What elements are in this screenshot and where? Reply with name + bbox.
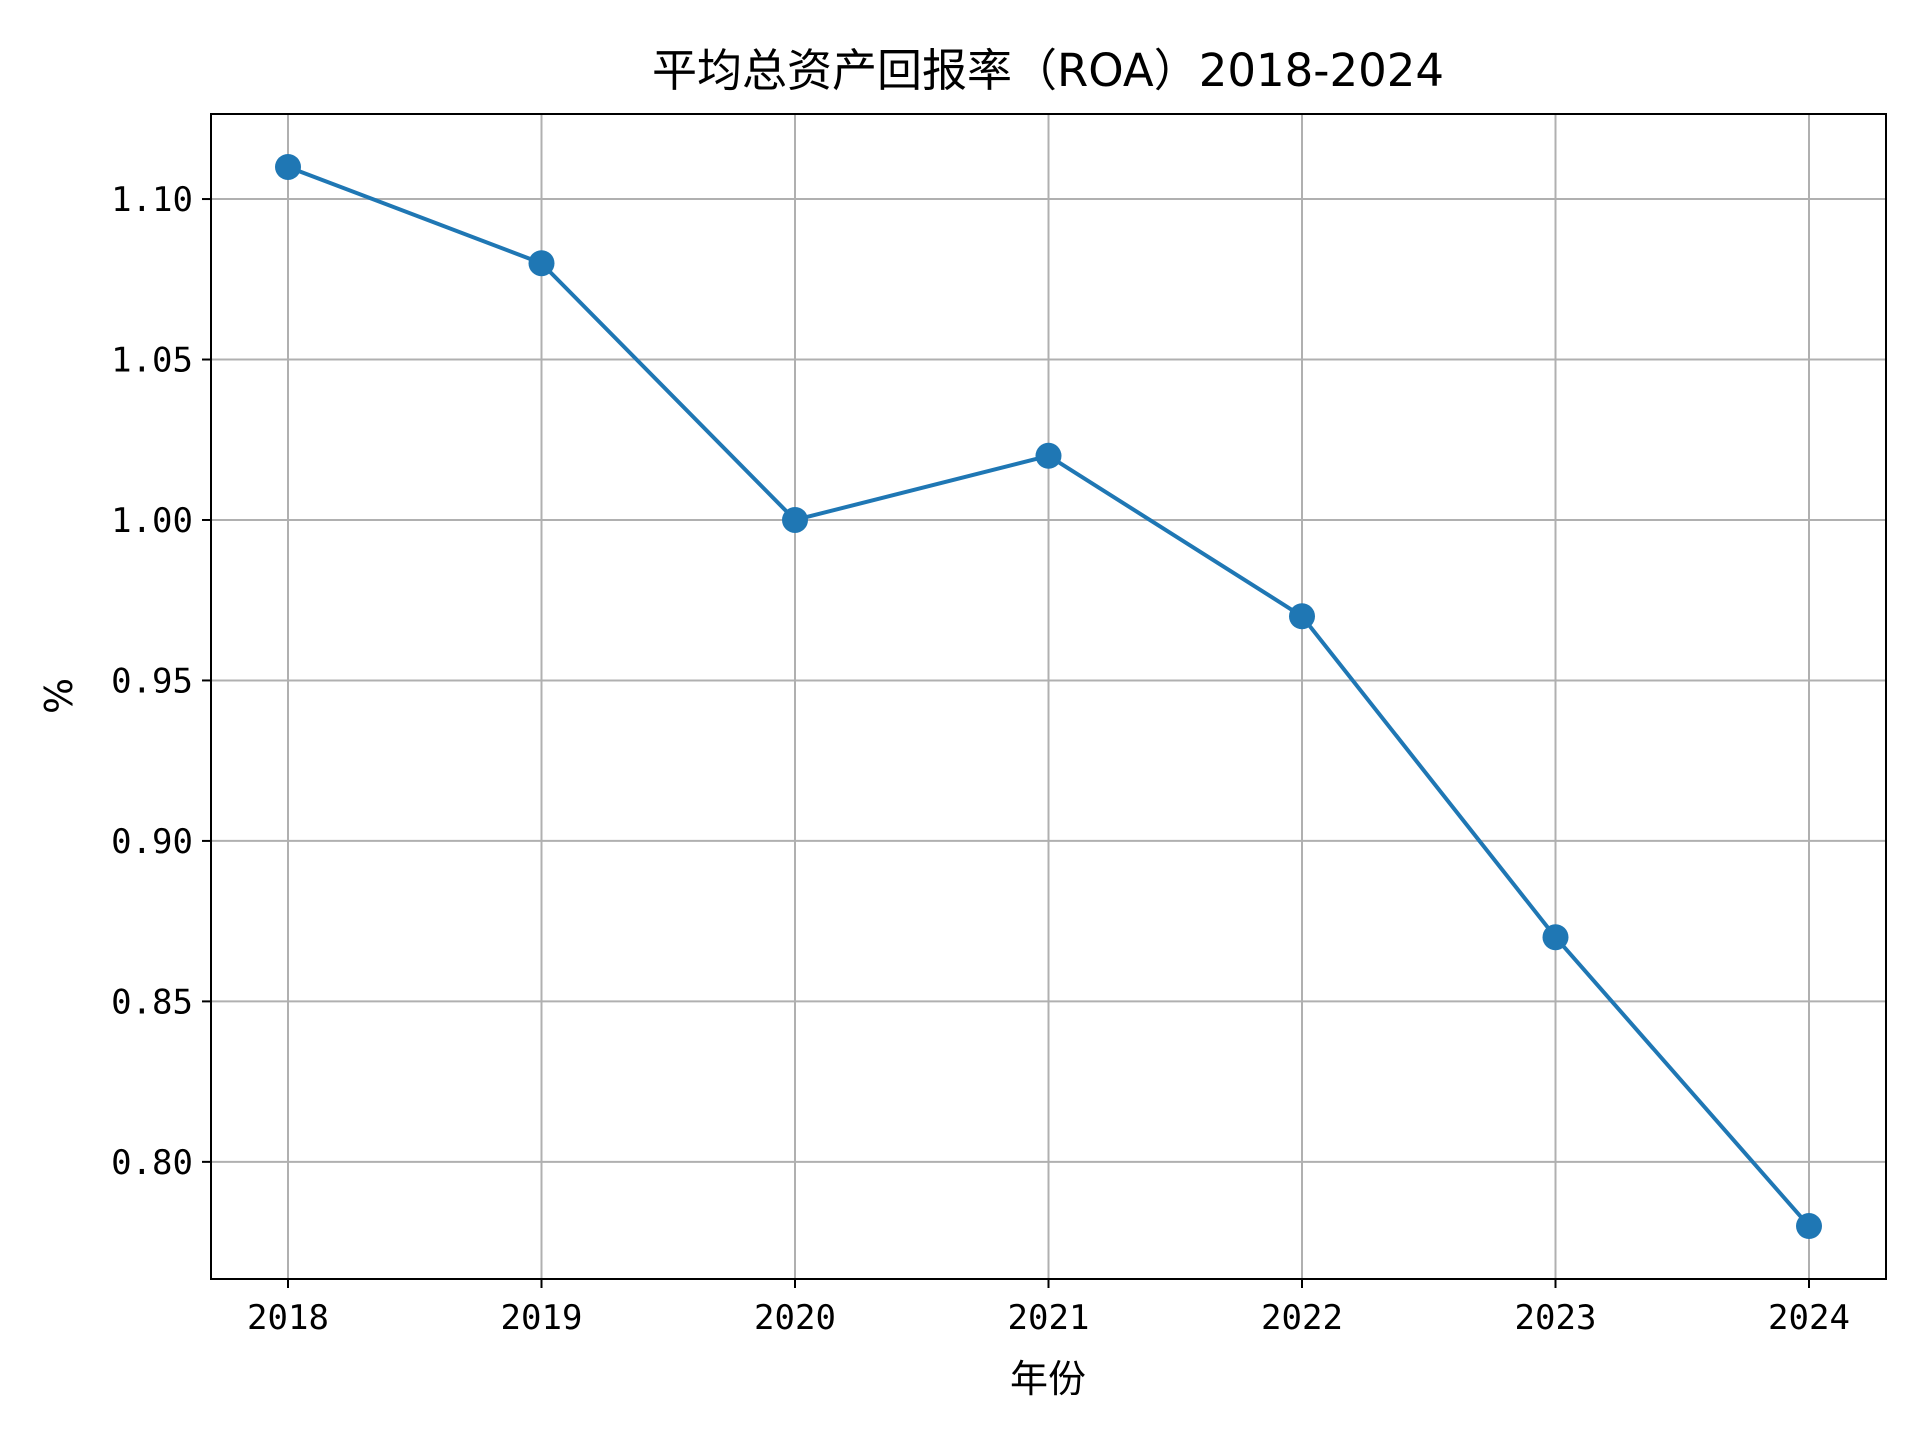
- data-point-2019: [528, 250, 555, 277]
- y-axis-label: %: [37, 678, 81, 714]
- ticks: 2018 2019 2020 2021 2022 2023 2024 0.80 0.85 0.90…: [111, 180, 1850, 1338]
- y-tick-label: 0.80: [111, 1143, 193, 1183]
- grid: [211, 114, 1886, 1279]
- x-tick-label: 2020: [754, 1298, 836, 1338]
- y-tick-label: 1.05: [111, 341, 193, 381]
- x-tick-label: 2018: [247, 1298, 329, 1338]
- x-axis-label: 年份: [1010, 1357, 1086, 1401]
- data-point-2021: [1035, 442, 1062, 469]
- y-tick-label: 1.10: [111, 180, 193, 220]
- data-point-2022: [1289, 603, 1315, 630]
- x-tick-label: 2024: [1768, 1298, 1850, 1338]
- x-tick-label: 2023: [1515, 1298, 1597, 1338]
- y-tick-label: 1.00: [111, 501, 193, 541]
- data-point-2020: [782, 506, 808, 533]
- series-layer: [275, 153, 1822, 1240]
- y-tick-label: 0.95: [111, 661, 193, 701]
- data-point-2018: [275, 153, 301, 180]
- data-point-2023: [1542, 924, 1569, 951]
- y-tick-label: 0.90: [111, 822, 193, 862]
- x-tick-label: 2019: [501, 1298, 583, 1338]
- chart-title: 平均总资产回报率（ROA）2018-2024: [652, 44, 1444, 97]
- data-point-2024: [1796, 1213, 1822, 1240]
- x-tick-label: 2021: [1008, 1298, 1090, 1338]
- x-tick-label: 2022: [1261, 1298, 1343, 1338]
- y-tick-label: 0.85: [111, 982, 193, 1022]
